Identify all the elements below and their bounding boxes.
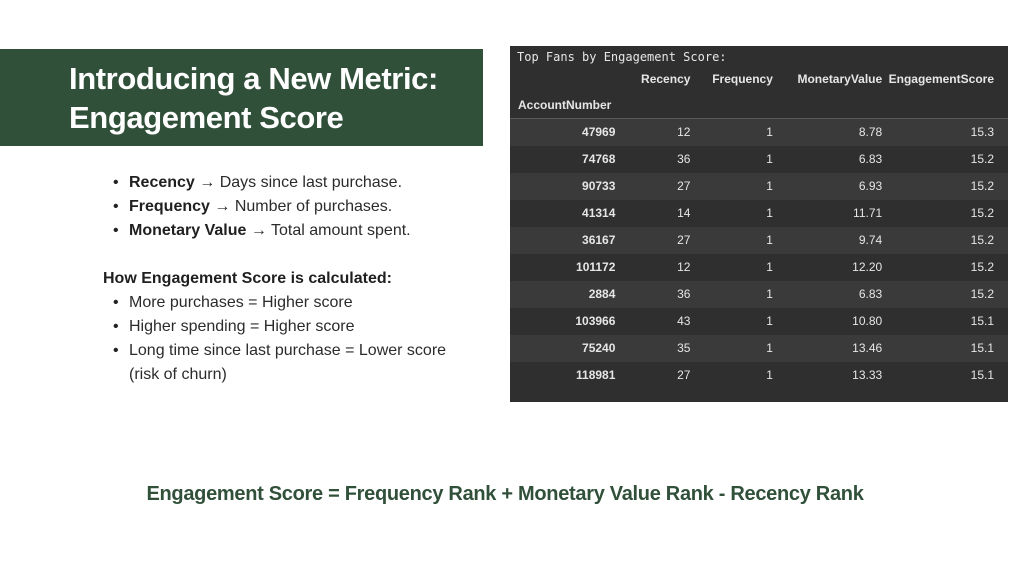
slide-title-line-1: Introducing a New Metric: xyxy=(69,61,438,96)
account-number-cell: 74768 xyxy=(582,152,616,166)
table-row: 74768 36 1 6.83 15.2 xyxy=(510,145,1008,173)
table-row: 2884 36 1 6.83 15.2 xyxy=(510,280,1008,308)
frequency-cell: 1 xyxy=(766,260,773,274)
account-number-cell: 118981 xyxy=(576,368,616,382)
engagement-score-cell: 15.1 xyxy=(970,314,994,328)
table-row: 75240 35 1 13.46 15.1 xyxy=(510,334,1008,362)
frequency-cell: 1 xyxy=(766,287,773,301)
engagement-score-cell: 15.2 xyxy=(970,260,994,274)
monetary-value-cell: 12.20 xyxy=(852,260,883,274)
monetary-value-cell: 11.71 xyxy=(853,206,883,220)
index-header: AccountNumber xyxy=(518,98,612,112)
calculation-item: Long time since last purchase = Lower sc… xyxy=(103,339,463,387)
table-row: 90733 27 1 6.93 15.2 xyxy=(510,172,1008,200)
definition-desc: → Total amount spent. xyxy=(246,222,411,239)
account-number-cell: 101172 xyxy=(576,260,616,274)
engagement-score-cell: 15.1 xyxy=(970,368,994,382)
engagement-score-cell: 15.2 xyxy=(970,206,994,220)
definition-term: Monetary Value xyxy=(129,222,247,239)
recency-cell: 27 xyxy=(677,233,691,247)
title-banner: Introducing a New Metric: Engagement Sco… xyxy=(0,49,483,146)
recency-cell: 27 xyxy=(677,179,691,193)
slide-title-line-2: Engagement Score xyxy=(69,100,344,135)
account-number-cell: 36167 xyxy=(582,233,616,247)
frequency-cell: 1 xyxy=(766,341,773,355)
slide-title: Introducing a New Metric: Engagement Sco… xyxy=(69,59,479,137)
monetary-value-cell: 13.33 xyxy=(852,368,883,382)
definition-term: Frequency xyxy=(129,198,210,215)
table-row: 41314 14 1 11.71 15.2 xyxy=(510,199,1008,227)
monetary-value-cell: 9.74 xyxy=(858,233,883,247)
recency-cell: 12 xyxy=(677,260,691,274)
recency-cell: 14 xyxy=(677,206,691,220)
monetary-value-cell: 6.93 xyxy=(858,179,883,193)
engagement-score-cell: 15.3 xyxy=(970,125,994,140)
recency-cell: 12 xyxy=(677,125,691,140)
frequency-cell: 1 xyxy=(766,314,773,328)
dataframe-caption: Top Fans by Engagement Score: xyxy=(517,50,727,64)
table-row: 101172 12 1 12.20 15.2 xyxy=(510,253,1008,281)
definition-desc: → Days since last purchase. xyxy=(194,174,403,191)
monetary-value-cell: 6.83 xyxy=(858,152,883,166)
column-header: Recency xyxy=(641,72,691,86)
monetary-value-cell: 6.83 xyxy=(858,287,883,301)
frequency-cell: 1 xyxy=(766,125,773,140)
dataframe-output: Top Fans by Engagement Score: Recency Fr… xyxy=(510,46,1008,402)
column-header: Frequency xyxy=(712,72,773,86)
frequency-cell: 1 xyxy=(766,233,773,247)
calculation-list: More purchases = Higher score Higher spe… xyxy=(103,291,463,387)
frequency-cell: 1 xyxy=(766,152,773,166)
definition-term: Recency xyxy=(129,174,195,191)
account-number-cell: 47969 xyxy=(582,125,616,140)
definition-desc: → Number of purchases. xyxy=(209,198,393,215)
table-row: 36167 27 1 9.74 15.2 xyxy=(510,226,1008,254)
column-header: EngagementScore xyxy=(888,72,994,86)
account-number-cell: 103966 xyxy=(575,314,616,328)
account-number-cell: 90733 xyxy=(582,179,616,193)
monetary-value-cell: 10.80 xyxy=(852,314,883,328)
column-header: MonetaryValue xyxy=(797,72,883,86)
frequency-cell: 1 xyxy=(766,179,773,193)
account-number-cell: 41314 xyxy=(582,206,616,220)
calculation-item: Higher spending = Higher score xyxy=(103,315,463,339)
recency-cell: 36 xyxy=(677,152,691,166)
engagement-score-cell: 15.2 xyxy=(970,287,994,301)
frequency-cell: 1 xyxy=(766,206,773,220)
definition-monetary-value: Monetary Value → Total amount spent. xyxy=(103,219,463,243)
explanation-block: Recency → Days since last purchase. Freq… xyxy=(103,171,463,387)
recency-cell: 27 xyxy=(677,368,691,382)
monetary-value-cell: 8.78 xyxy=(858,125,883,140)
column-header-blank xyxy=(510,66,623,92)
index-header-row: AccountNumber xyxy=(510,92,1008,119)
account-number-cell: 75240 xyxy=(582,341,616,355)
frequency-cell: 1 xyxy=(766,368,773,382)
column-header-row: Recency Frequency MonetaryValue Engageme… xyxy=(510,66,1008,92)
monetary-value-cell: 13.46 xyxy=(852,341,883,355)
recency-cell: 36 xyxy=(677,287,691,301)
dataframe-table: Recency Frequency MonetaryValue Engageme… xyxy=(510,66,1008,389)
engagement-score-cell: 15.1 xyxy=(970,341,994,355)
definition-recency: Recency → Days since last purchase. xyxy=(103,171,463,195)
recency-cell: 35 xyxy=(677,341,691,355)
engagement-score-cell: 15.2 xyxy=(970,233,994,247)
table-row: 47969 12 1 8.78 15.3 xyxy=(510,118,1008,146)
table-row: 103966 43 1 10.80 15.1 xyxy=(510,307,1008,335)
recency-cell: 43 xyxy=(677,314,691,328)
definition-frequency: Frequency → Number of purchases. xyxy=(103,195,463,219)
spacer xyxy=(103,243,463,267)
dataframe-body: 47969 12 1 8.78 15.3 74768 36 1 6.83 15.2 90733 27 1… xyxy=(510,118,1008,389)
definition-list: Recency → Days since last purchase. Freq… xyxy=(103,171,463,243)
formula-text: Engagement Score = Frequency Rank + Mone… xyxy=(146,483,864,505)
account-number-cell: 2884 xyxy=(588,287,616,301)
calculation-item: More purchases = Higher score xyxy=(103,291,463,315)
table-row: 118981 27 1 13.33 15.1 xyxy=(510,361,1008,389)
calculation-heading: How Engagement Score is calculated: xyxy=(103,270,392,287)
engagement-score-cell: 15.2 xyxy=(970,152,994,166)
engagement-score-cell: 15.2 xyxy=(970,179,994,193)
